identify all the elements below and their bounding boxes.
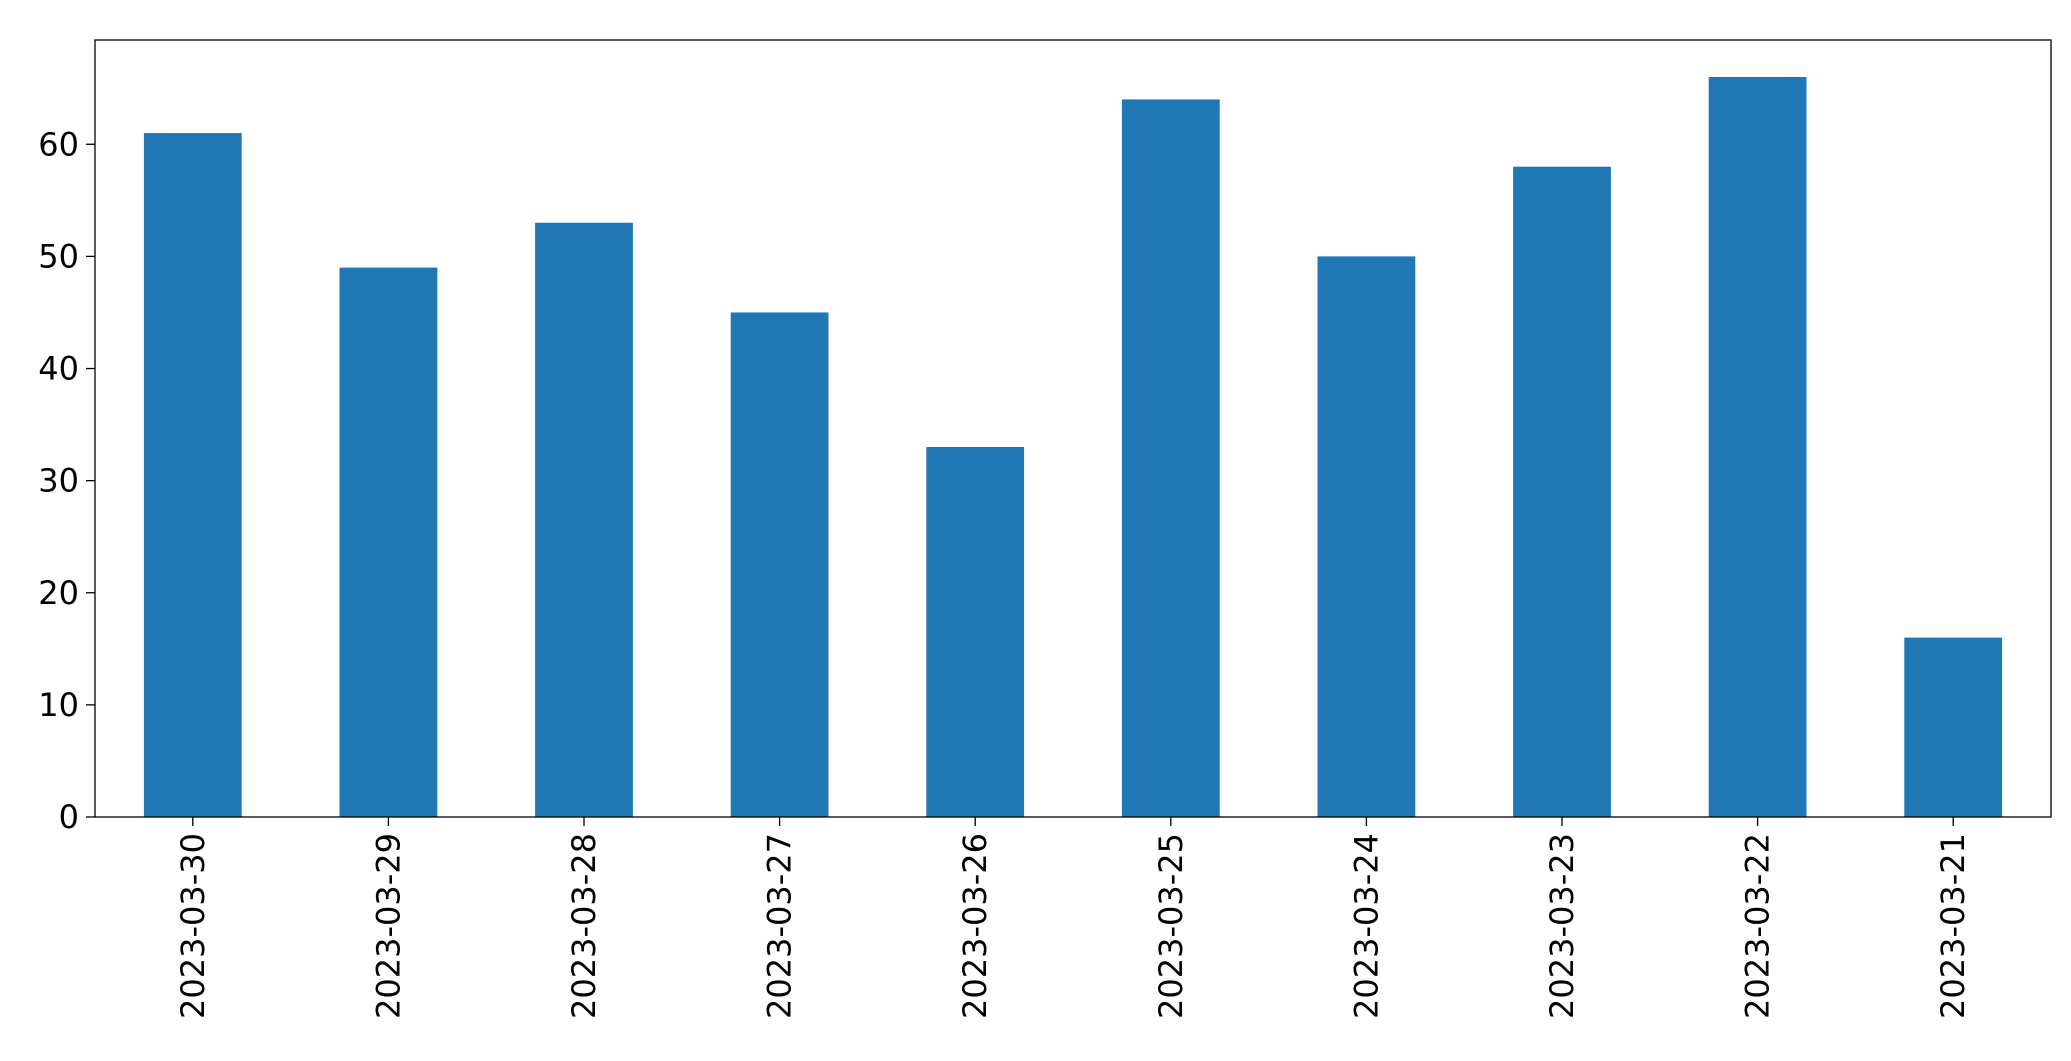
bar [143, 133, 242, 817]
bar [339, 267, 438, 817]
x-tick-label: 2023-03-26 [956, 833, 994, 1019]
y-tick-label: 0 [59, 798, 79, 836]
x-tick-label: 2023-03-24 [1347, 833, 1385, 1019]
plot-frame [94, 39, 2052, 818]
y-tick-label: 10 [38, 686, 79, 724]
x-tick-label: 2023-03-22 [1739, 833, 1777, 1019]
y-tick-label: 50 [38, 237, 79, 275]
x-tick-label: 2023-03-27 [761, 833, 799, 1019]
y-tick-label: 40 [38, 350, 79, 388]
bar [1904, 637, 2003, 817]
x-tick-label: 2023-03-29 [369, 833, 407, 1019]
y-tick-label: 60 [38, 125, 79, 163]
bar [926, 447, 1025, 817]
bar [1708, 77, 1807, 817]
x-tick-label: 2023-03-21 [1934, 833, 1972, 1019]
x-tick-label: 2023-03-25 [1152, 833, 1190, 1019]
x-tick-label: 2023-03-28 [565, 833, 603, 1019]
x-tick-label: 2023-03-30 [174, 833, 212, 1019]
bar [730, 312, 829, 817]
x-tick-label: 2023-03-23 [1543, 833, 1581, 1019]
bar [1121, 99, 1220, 817]
bar [1513, 166, 1611, 818]
bar [535, 222, 633, 817]
bar [1317, 256, 1416, 818]
y-tick-label: 20 [38, 574, 79, 612]
y-tick-label: 30 [38, 462, 79, 500]
